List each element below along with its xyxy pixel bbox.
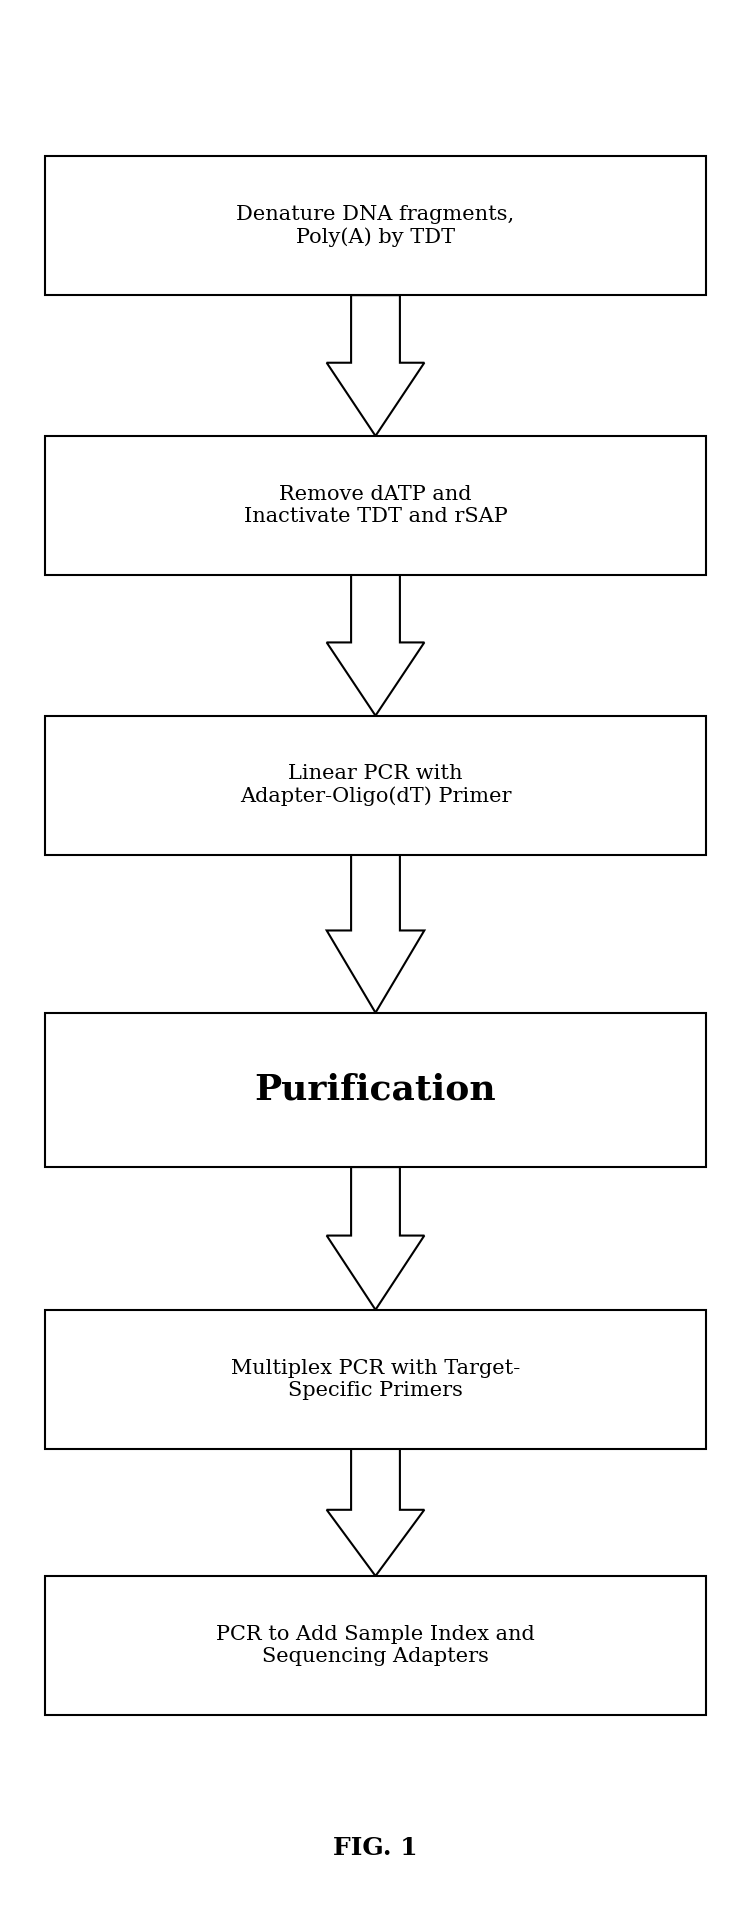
Text: Remove dATP and
Inactivate TDT and rSAP: Remove dATP and Inactivate TDT and rSAP [243,484,508,527]
Bar [45,1013,706,1167]
Bar [45,1310,706,1449]
Polygon shape [327,855,424,1013]
Polygon shape [327,1167,424,1310]
Text: PCR to Add Sample Index and
Sequencing Adapters: PCR to Add Sample Index and Sequencing A… [216,1624,535,1667]
Text: Purification: Purification [255,1073,496,1107]
Bar [45,1576,706,1715]
Polygon shape [327,575,424,716]
Polygon shape [327,1449,424,1576]
Text: Denature DNA fragments,
Poly(A) by TDT: Denature DNA fragments, Poly(A) by TDT [237,204,514,247]
Bar [45,716,706,855]
Text: Linear PCR with
Adapter-Oligo(dT) Primer: Linear PCR with Adapter-Oligo(dT) Primer [240,764,511,806]
Bar [45,436,706,575]
Text: FIG. 1: FIG. 1 [333,1836,418,1860]
Polygon shape [327,295,424,436]
Bar [45,156,706,295]
Text: Multiplex PCR with Target-
Specific Primers: Multiplex PCR with Target- Specific Prim… [231,1358,520,1400]
